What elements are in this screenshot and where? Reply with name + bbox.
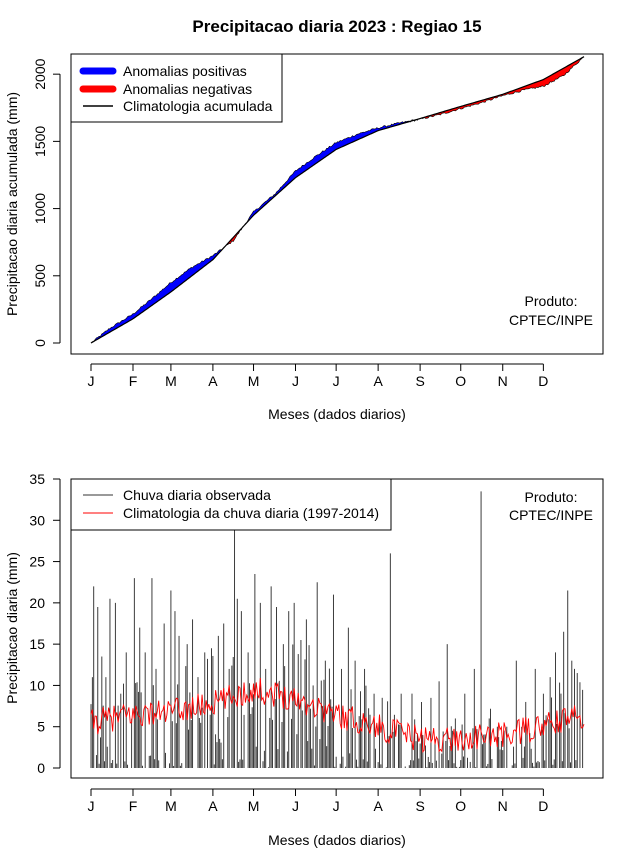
positive-anomaly-area bbox=[90, 248, 224, 344]
positive-anomaly-area bbox=[242, 120, 411, 228]
daily-y-axis-label: Precipitacao diaria (mm) bbox=[4, 552, 20, 704]
legend-label-daily-climatology: Climatologia da chuva diaria (1997-2014) bbox=[123, 505, 379, 521]
accumulated-y-axis: 0 500 1000 1500 2000 bbox=[32, 58, 61, 347]
daily-legend: Chuva diaria observada Climatologia da c… bbox=[70, 478, 392, 531]
accumulated-y-tick-label: 2000 bbox=[32, 58, 48, 89]
daily-y-tick-label: 20 bbox=[29, 595, 45, 611]
daily-y-tick-label: 25 bbox=[29, 554, 45, 570]
daily-product-label: Produto: bbox=[525, 489, 578, 505]
accumulated-y-tick-label: 1500 bbox=[32, 126, 48, 157]
daily-y-tick-label: 5 bbox=[37, 719, 45, 735]
accumulated-x-tick-label: J bbox=[88, 373, 95, 389]
accumulated-x-tick-label: J bbox=[333, 373, 340, 389]
daily-product-source: CPTEC/INPE bbox=[509, 507, 593, 523]
accumulated-y-tick-label: 500 bbox=[32, 264, 48, 288]
daily-x-tick-label: A bbox=[208, 798, 218, 814]
daily-y-tick-label: 10 bbox=[29, 677, 45, 693]
legend-label-negative: Anomalias negativas bbox=[123, 81, 252, 97]
accumulated-x-tick-label: O bbox=[455, 373, 466, 389]
accumulated-plot-area bbox=[90, 56, 585, 344]
accumulated-x-tick-label: F bbox=[129, 373, 138, 389]
climatology-daily-line bbox=[90, 678, 585, 753]
daily-x-tick-label: J bbox=[333, 798, 340, 814]
accumulated-x-tick-label: A bbox=[208, 373, 218, 389]
daily-x-tick-label: J bbox=[88, 798, 95, 814]
accumulated-x-tick-label: A bbox=[373, 373, 383, 389]
accumulated-y-tick-label: 0 bbox=[32, 339, 48, 347]
daily-x-tick-label: D bbox=[538, 798, 548, 814]
daily-plot-area bbox=[90, 491, 585, 768]
daily-x-axis-label: Meses (dados diarios) bbox=[268, 832, 406, 848]
daily-x-tick-label: J bbox=[292, 798, 299, 814]
accumulated-legend-box bbox=[70, 53, 283, 123]
daily-x-tick-label: N bbox=[498, 798, 508, 814]
climatology-accumulated-line bbox=[90, 56, 585, 344]
accumulated-y-tick-label: 1000 bbox=[32, 193, 48, 224]
accumulated-chart: 0 500 1000 1500 2000 J F M A M J J A S O N D Precipitac… bbox=[4, 53, 604, 422]
daily-y-tick-label: 30 bbox=[29, 512, 45, 528]
accumulated-x-tick-label: M bbox=[165, 373, 177, 389]
accumulated-x-axis-label: Meses (dados diarios) bbox=[268, 406, 406, 422]
daily-x-tick-label: M bbox=[248, 798, 260, 814]
negative-anomaly-area bbox=[422, 56, 585, 120]
accumulated-legend: Anomalias positivas Anomalias negativas … bbox=[70, 53, 283, 123]
daily-y-tick-label: 15 bbox=[29, 636, 45, 652]
accumulated-product-label: Produto: bbox=[525, 293, 578, 309]
accumulated-x-tick-label: J bbox=[292, 373, 299, 389]
legend-label-positive: Anomalias positivas bbox=[123, 63, 247, 79]
daily-x-tick-label: O bbox=[455, 798, 466, 814]
daily-x-tick-label: A bbox=[373, 798, 383, 814]
accumulated-x-tick-label: S bbox=[415, 373, 424, 389]
daily-chart: 0 5 10 15 20 25 30 35 J F M A M J J A S O N D Precipitacao… bbox=[4, 471, 604, 848]
daily-y-tick-label: 35 bbox=[29, 471, 45, 487]
figure-title: Precipitacao diaria 2023 : Regiao 15 bbox=[192, 17, 481, 36]
accumulated-y-axis-label: Precipitacao diaria acumulada (mm) bbox=[4, 92, 20, 316]
legend-label-observed: Chuva diaria observada bbox=[123, 487, 271, 503]
daily-y-tick-label: 0 bbox=[37, 760, 45, 776]
daily-x-tick-label: S bbox=[415, 798, 424, 814]
accumulated-x-tick-label: N bbox=[498, 373, 508, 389]
accumulated-product-source: CPTEC/INPE bbox=[509, 312, 593, 328]
daily-legend-box bbox=[70, 478, 392, 531]
accumulated-x-tick-label: D bbox=[538, 373, 548, 389]
daily-x-tick-label: F bbox=[129, 798, 138, 814]
accumulated-plot-frame bbox=[70, 53, 604, 355]
legend-label-climatology: Climatologia acumulada bbox=[123, 98, 273, 114]
daily-y-axis: 0 5 10 15 20 25 30 35 bbox=[29, 471, 61, 776]
accumulated-x-tick-label: M bbox=[248, 373, 260, 389]
daily-x-tick-label: M bbox=[165, 798, 177, 814]
